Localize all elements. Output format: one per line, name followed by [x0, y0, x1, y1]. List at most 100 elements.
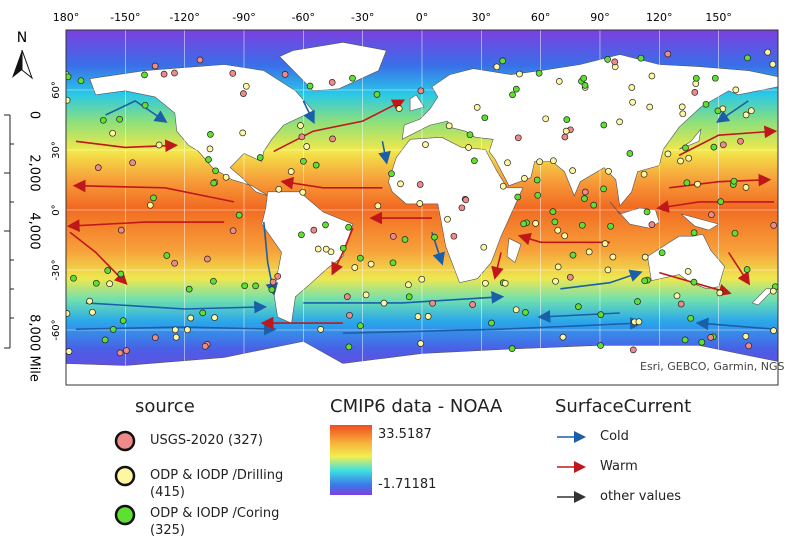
- site-dot: [679, 110, 687, 118]
- site-dot: [99, 116, 107, 124]
- site-dot: [416, 181, 424, 188]
- site-dot: [141, 101, 149, 109]
- site-dot: [711, 74, 719, 82]
- ramp-max: 33.5187: [378, 427, 432, 442]
- site-dot: [535, 69, 543, 77]
- site-dot: [550, 157, 557, 165]
- site-dot: [677, 157, 684, 165]
- scale-label: 0: [27, 111, 42, 119]
- site-dot: [345, 223, 352, 231]
- legend-label: other values: [600, 489, 682, 504]
- site-dot: [559, 333, 567, 341]
- site-dot: [297, 122, 304, 129]
- site-dot: [274, 272, 282, 280]
- north-label: N: [17, 30, 27, 46]
- current-arrow: [378, 141, 391, 165]
- site-dot: [206, 145, 214, 153]
- site-dot: [123, 347, 130, 354]
- current-arrow: [303, 291, 505, 304]
- site-dot: [635, 318, 643, 326]
- site-dot: [604, 266, 612, 274]
- site-dot: [150, 194, 157, 202]
- site-dot: [514, 193, 522, 201]
- site-dot: [310, 226, 318, 234]
- site-dot: [708, 211, 715, 219]
- latitude-label: -60°: [51, 319, 62, 340]
- site-dot: [117, 270, 125, 278]
- site-dot: [694, 180, 701, 188]
- site-dot: [163, 252, 171, 259]
- site-dot: [508, 345, 516, 352]
- latitude-label: -30°: [51, 259, 62, 280]
- site-dot: [600, 121, 608, 129]
- site-dot: [637, 54, 645, 62]
- site-dot: [716, 289, 724, 297]
- site-dot: [417, 340, 425, 347]
- site-dot: [731, 229, 739, 237]
- landmass: [506, 237, 522, 263]
- site-dot: [86, 297, 93, 305]
- site-dot: [101, 336, 109, 344]
- legend-title: SurfaceCurrent: [555, 396, 692, 417]
- site-dot: [66, 348, 73, 355]
- longitude-label: 120°: [646, 11, 673, 24]
- site-dot: [516, 70, 523, 78]
- site-dot: [146, 201, 154, 209]
- latitude-label: 60°: [51, 81, 62, 99]
- site-dot: [626, 150, 634, 157]
- site-dot: [374, 202, 382, 210]
- site-dot: [646, 103, 654, 111]
- site-dot: [683, 179, 691, 187]
- landmass: [89, 64, 314, 197]
- site-dot: [532, 220, 539, 227]
- current-arrow: [491, 252, 504, 280]
- current-arrow: [342, 317, 643, 334]
- site-dot: [328, 79, 336, 86]
- site-dot: [303, 143, 311, 150]
- current-arrow: [72, 179, 235, 203]
- legend-title: source: [135, 396, 195, 417]
- site-dot: [578, 221, 586, 229]
- current-arrow: [517, 232, 610, 246]
- site-dot: [339, 244, 347, 252]
- attribution: Esri, GEBCO, Garmin, NGS: [640, 360, 784, 373]
- site-dot: [717, 198, 725, 205]
- site-dot: [362, 291, 370, 299]
- current-arrow: [331, 227, 354, 276]
- site-dot: [322, 245, 330, 253]
- site-dot: [395, 105, 403, 112]
- graticule: [66, 30, 778, 385]
- site-dot: [691, 89, 699, 96]
- site-dot: [569, 167, 576, 174]
- site-dot: [343, 293, 351, 300]
- site-dot: [129, 159, 136, 167]
- site-dot: [514, 134, 522, 142]
- site-dot: [581, 188, 589, 196]
- sites: [66, 48, 778, 357]
- site-dot: [242, 82, 250, 90]
- site-dot: [450, 232, 458, 240]
- longitude-label: 30°: [472, 11, 492, 24]
- site-dot: [229, 70, 237, 77]
- site-dot: [210, 277, 217, 285]
- site-dot: [314, 245, 322, 253]
- site-dot: [401, 236, 409, 243]
- site-dot: [424, 313, 432, 320]
- site-dot: [281, 71, 289, 78]
- site-dot: [201, 342, 209, 350]
- site-dot: [641, 253, 649, 261]
- color-ramp: [330, 425, 372, 495]
- landmass: [261, 191, 354, 324]
- site-dot: [561, 232, 569, 240]
- site-dot: [664, 150, 672, 158]
- site-dot: [66, 310, 71, 317]
- site-dot: [640, 170, 648, 178]
- north-arrow: [12, 50, 22, 78]
- site-dot: [554, 263, 562, 271]
- current-arrow: [695, 317, 775, 331]
- site-dot: [730, 177, 738, 185]
- site-dot: [562, 127, 570, 135]
- site-dot: [329, 135, 336, 143]
- site-dot: [222, 173, 230, 181]
- site-dot: [104, 267, 112, 274]
